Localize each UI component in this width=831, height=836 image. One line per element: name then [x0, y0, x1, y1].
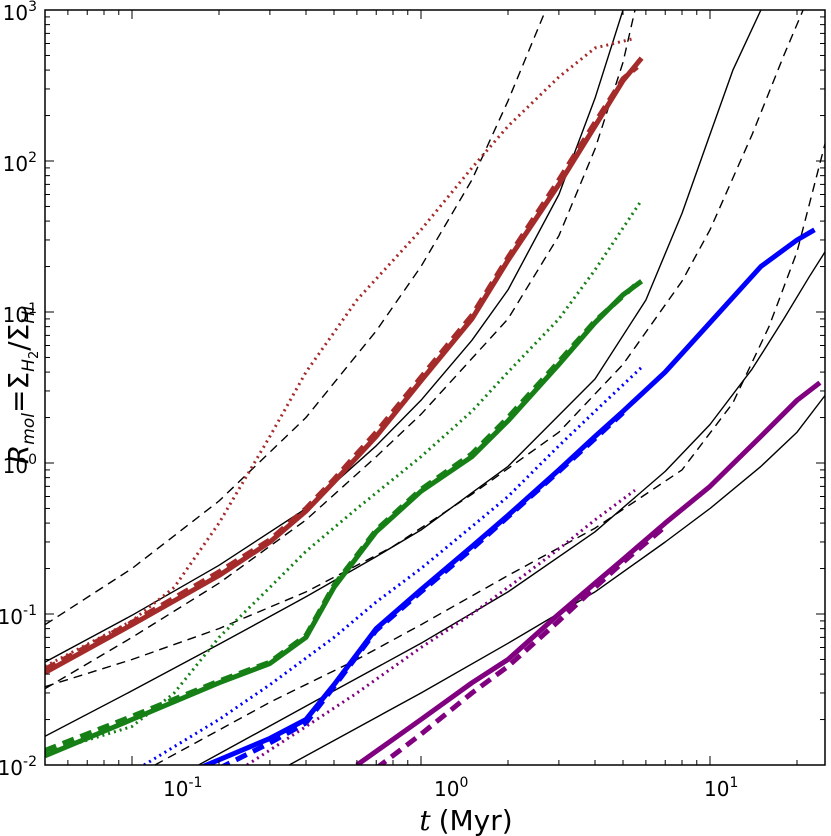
series-blue-dotted	[143, 366, 643, 765]
y-tick-label-4: 102	[3, 150, 37, 176]
series-analytic-dashed-1	[45, 10, 547, 626]
series-red-dashed	[45, 64, 639, 672]
series-analytic-solid-3	[198, 251, 825, 765]
y-tick-label-2: 100	[3, 452, 37, 478]
series-purple-dashed	[376, 524, 667, 765]
y-tick-label-1: 10-1	[0, 603, 37, 629]
y-axis-label: Rmol=ΣH2/ΣHI	[2, 306, 42, 464]
series-blue-dashed	[220, 410, 625, 765]
plot-area	[45, 10, 825, 765]
x-tick-label-1: 100	[434, 775, 468, 801]
series-purple-dotted	[246, 488, 636, 765]
series-analytic-dashed-3	[45, 10, 804, 688]
series-analytic-dashed-2	[45, 10, 636, 690]
plot-frame	[44, 9, 826, 766]
series-analytic-solid-2	[45, 10, 762, 737]
tick-layer	[44, 9, 825, 766]
series-green-dotted	[45, 199, 643, 755]
y-tick-label-3: 101	[3, 301, 37, 327]
series-purple-solid	[355, 380, 822, 765]
y-tick-label-0: 10-2	[0, 754, 37, 780]
series-layer	[45, 10, 825, 765]
series-analytic-dashed-4	[154, 143, 825, 765]
y-tick-label-5: 103	[3, 0, 37, 25]
x-tick-label-0: 10-1	[163, 775, 202, 801]
x-tick-label-2: 101	[704, 775, 738, 801]
series-red-dotted	[45, 36, 636, 668]
series-analytic-solid-4	[288, 395, 825, 765]
x-axis-label: t (Myr)	[419, 804, 512, 836]
